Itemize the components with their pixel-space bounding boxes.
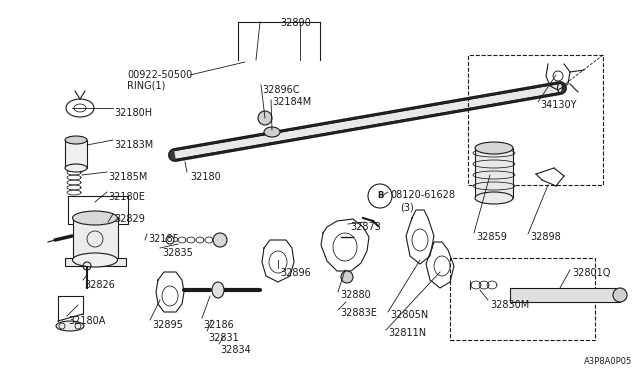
Text: 32186: 32186 <box>203 320 234 330</box>
Text: 00922-50500: 00922-50500 <box>127 70 192 80</box>
Text: 32890: 32890 <box>280 18 311 28</box>
Text: 32185: 32185 <box>148 234 179 244</box>
Text: 32880: 32880 <box>340 290 371 300</box>
Ellipse shape <box>65 164 87 172</box>
Text: 32180: 32180 <box>190 172 221 182</box>
Text: 32896: 32896 <box>280 268 311 278</box>
Text: 32180A: 32180A <box>68 316 106 326</box>
Ellipse shape <box>72 211 118 225</box>
Text: 08120-61628: 08120-61628 <box>390 190 455 200</box>
Text: 32183M: 32183M <box>114 140 153 150</box>
Text: RING(1): RING(1) <box>127 80 165 90</box>
Text: 32180H: 32180H <box>114 108 152 118</box>
Text: 32185M: 32185M <box>108 172 147 182</box>
Text: 32180E: 32180E <box>108 192 145 202</box>
Bar <box>475 148 513 198</box>
Text: 32805N: 32805N <box>390 310 428 320</box>
Text: 32830M: 32830M <box>490 300 529 310</box>
Text: 32898: 32898 <box>530 232 561 242</box>
Bar <box>72 218 118 260</box>
Ellipse shape <box>72 253 118 267</box>
Text: (3): (3) <box>400 202 413 212</box>
Text: 34130Y: 34130Y <box>540 100 577 110</box>
Text: 32826: 32826 <box>84 280 115 290</box>
Bar <box>450 258 595 340</box>
Circle shape <box>213 233 227 247</box>
Circle shape <box>341 271 353 283</box>
Text: A3P8A0P05: A3P8A0P05 <box>584 357 632 366</box>
Ellipse shape <box>613 288 627 302</box>
Ellipse shape <box>475 142 513 154</box>
Text: 32873: 32873 <box>350 222 381 232</box>
Ellipse shape <box>475 192 513 204</box>
Text: 32184M: 32184M <box>272 97 311 107</box>
Text: 32895: 32895 <box>152 320 183 330</box>
Text: 32859: 32859 <box>476 232 507 242</box>
Text: 32801Q: 32801Q <box>572 268 611 278</box>
Bar <box>468 55 603 185</box>
Text: 32883E: 32883E <box>340 308 377 318</box>
Text: 32834: 32834 <box>220 345 251 355</box>
Ellipse shape <box>212 282 224 298</box>
Ellipse shape <box>65 136 87 144</box>
Text: 32831: 32831 <box>208 333 239 343</box>
Circle shape <box>258 111 272 125</box>
Ellipse shape <box>557 83 563 93</box>
Ellipse shape <box>264 127 280 137</box>
Ellipse shape <box>56 321 84 331</box>
Bar <box>510 288 620 302</box>
PathPatch shape <box>174 84 561 160</box>
Text: 32829: 32829 <box>114 214 145 224</box>
Text: 32811N: 32811N <box>388 328 426 338</box>
Bar <box>65 258 125 266</box>
Bar <box>65 140 87 168</box>
Text: B: B <box>377 192 383 201</box>
Text: 32835: 32835 <box>162 248 193 258</box>
Text: 32896C: 32896C <box>262 85 300 95</box>
